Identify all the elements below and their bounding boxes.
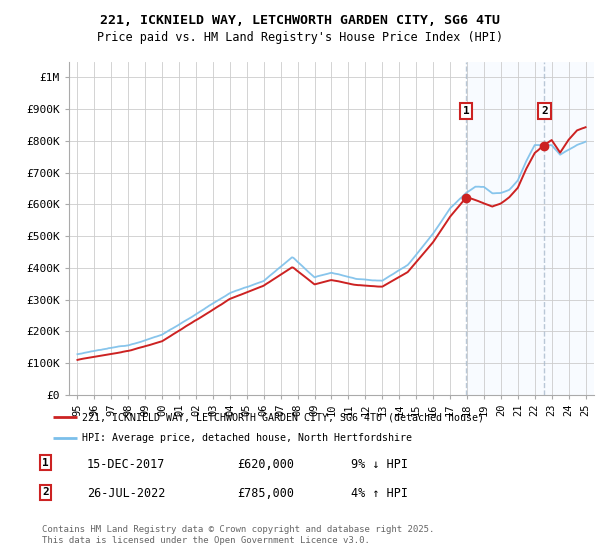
Text: 9% ↓ HPI: 9% ↓ HPI [351, 458, 408, 470]
Text: 2: 2 [42, 487, 49, 497]
Text: HPI: Average price, detached house, North Hertfordshire: HPI: Average price, detached house, Nort… [82, 433, 412, 444]
Text: Price paid vs. HM Land Registry's House Price Index (HPI): Price paid vs. HM Land Registry's House … [97, 31, 503, 44]
Text: 4% ↑ HPI: 4% ↑ HPI [351, 487, 408, 500]
Bar [466, 62, 600, 395]
Text: 221, ICKNIELD WAY, LETCHWORTH GARDEN CITY, SG6 4TU (detached house): 221, ICKNIELD WAY, LETCHWORTH GARDEN CIT… [82, 412, 484, 422]
Text: 221, ICKNIELD WAY, LETCHWORTH GARDEN CITY, SG6 4TU: 221, ICKNIELD WAY, LETCHWORTH GARDEN CIT… [100, 14, 500, 27]
Text: 2: 2 [541, 106, 548, 116]
Text: 26-JUL-2022: 26-JUL-2022 [87, 487, 166, 500]
Text: £620,000: £620,000 [237, 458, 294, 470]
Text: 1: 1 [42, 458, 49, 468]
Text: 1: 1 [463, 106, 470, 116]
Text: Contains HM Land Registry data © Crown copyright and database right 2025.
This d: Contains HM Land Registry data © Crown c… [42, 525, 434, 545]
Text: £785,000: £785,000 [237, 487, 294, 500]
Text: 15-DEC-2017: 15-DEC-2017 [87, 458, 166, 470]
